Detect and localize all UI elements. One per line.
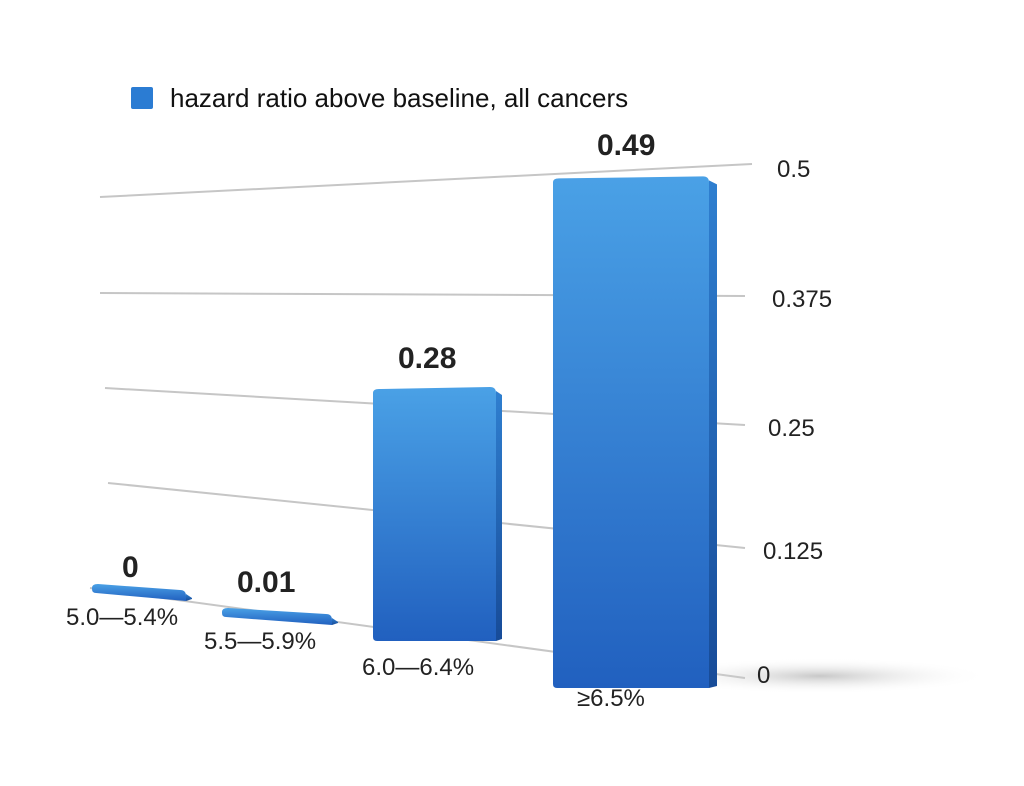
floor-shadow xyxy=(650,658,990,694)
legend: hazard ratio above baseline, all cancers xyxy=(131,83,628,113)
data-label: 0.01 xyxy=(237,566,295,599)
legend-label: hazard ratio above baseline, all cancers xyxy=(170,83,628,113)
bar-side xyxy=(332,618,338,625)
bar xyxy=(92,584,192,601)
bar-side xyxy=(709,180,717,688)
y-tick-label: 0.25 xyxy=(768,415,815,442)
data-label: 0 xyxy=(122,551,139,584)
x-category-label: ≥6.5% xyxy=(577,685,645,712)
y-tick-label: 0.375 xyxy=(772,286,832,313)
bar-shadow xyxy=(650,658,990,694)
x-category-label: 5.5—5.9% xyxy=(204,628,316,655)
bar xyxy=(222,608,338,625)
x-category-label: 5.0—5.4% xyxy=(66,604,178,631)
y-tick-label: 0 xyxy=(757,662,770,689)
x-axis-categories: 5.0—5.4% 5.5—5.9% 6.0—6.4% ≥6.5% xyxy=(66,604,645,712)
x-category-label: 6.0—6.4% xyxy=(362,654,474,681)
legend-swatch xyxy=(131,87,153,109)
data-labels: 0 0.01 0.28 0.49 xyxy=(122,129,655,599)
gridline xyxy=(99,163,753,198)
bar-side xyxy=(186,594,192,601)
bar-front xyxy=(92,584,186,601)
y-tick-label: 0.125 xyxy=(763,538,823,565)
data-label: 0.49 xyxy=(597,129,655,162)
y-axis-ticks: 0 0.125 0.25 0.375 0.5 xyxy=(757,156,832,689)
bar-front xyxy=(222,608,332,625)
bar xyxy=(553,176,717,688)
data-label: 0.28 xyxy=(398,342,456,375)
bar xyxy=(373,387,502,641)
bars xyxy=(92,176,717,688)
bar-side xyxy=(496,391,502,641)
bar-front xyxy=(373,387,496,641)
y-tick-label: 0.5 xyxy=(777,156,810,183)
bar-front xyxy=(553,176,709,688)
